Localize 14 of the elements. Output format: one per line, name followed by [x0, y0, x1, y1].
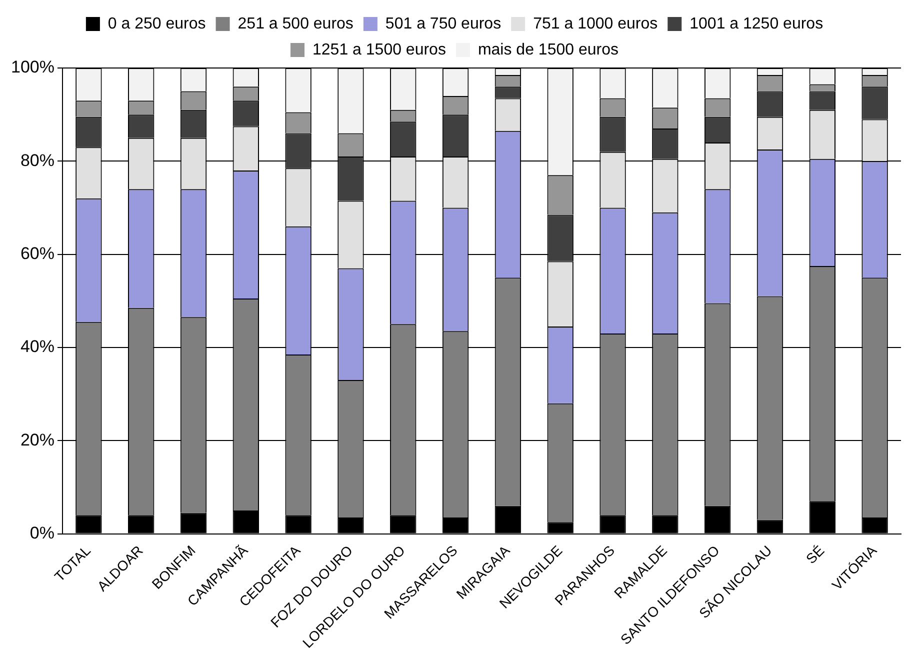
- y-tick-label: 0%: [30, 523, 54, 542]
- y-tick-label: 20%: [20, 430, 54, 450]
- legend-label: 0 a 250 euros: [108, 15, 206, 32]
- legend-label: 1251 a 1500 euros: [312, 41, 446, 58]
- legend-label: 251 a 500 euros: [238, 15, 354, 32]
- legend-label: mais de 1500 euros: [478, 41, 618, 58]
- y-tick-label: 40%: [20, 337, 54, 356]
- legend-label: 501 a 750 euros: [385, 15, 502, 32]
- legend-label: 1001 a 1250 euros: [690, 15, 824, 32]
- x-tick-label: SÉ: [802, 542, 828, 567]
- legend-label: 751 a 1000 euros: [533, 15, 658, 32]
- y-tick-label: 80%: [20, 150, 54, 170]
- y-tick-label: 60%: [20, 244, 54, 263]
- y-tick-label: 100%: [10, 58, 54, 77]
